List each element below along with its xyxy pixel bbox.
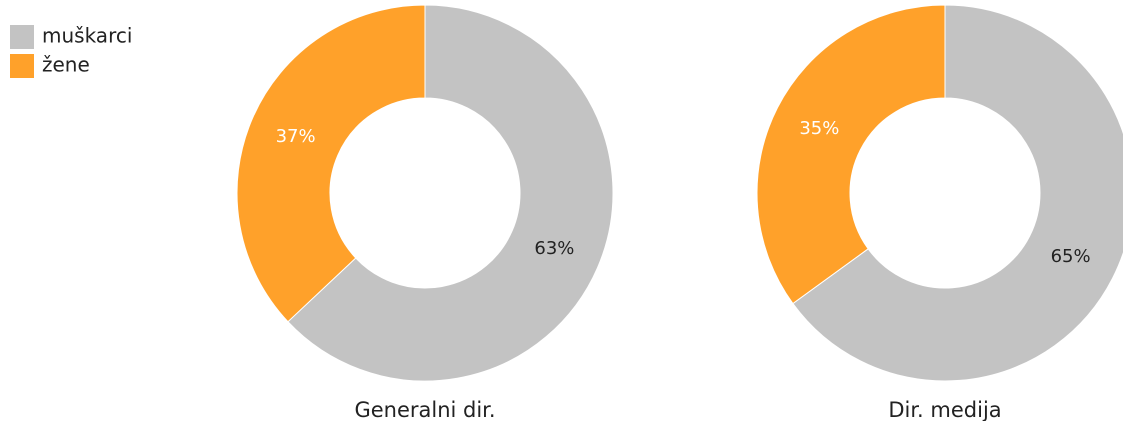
- value-label: 35%: [799, 118, 839, 139]
- legend-swatch: [10, 25, 34, 49]
- legend-swatch: [10, 54, 34, 78]
- legend-label: muškarci: [42, 24, 132, 48]
- donut-slice: [287, 4, 614, 382]
- value-label: 63%: [534, 238, 574, 259]
- value-label: 37%: [276, 126, 316, 147]
- chart-title: Generalni dir.: [354, 398, 495, 421]
- donut-slice: [236, 4, 426, 323]
- legend-label: žene: [42, 53, 90, 77]
- donut-slice: [792, 4, 1123, 382]
- value-label: 65%: [1051, 246, 1091, 267]
- chart-title: Dir. medija: [888, 398, 1001, 421]
- donut-slice: [756, 4, 946, 305]
